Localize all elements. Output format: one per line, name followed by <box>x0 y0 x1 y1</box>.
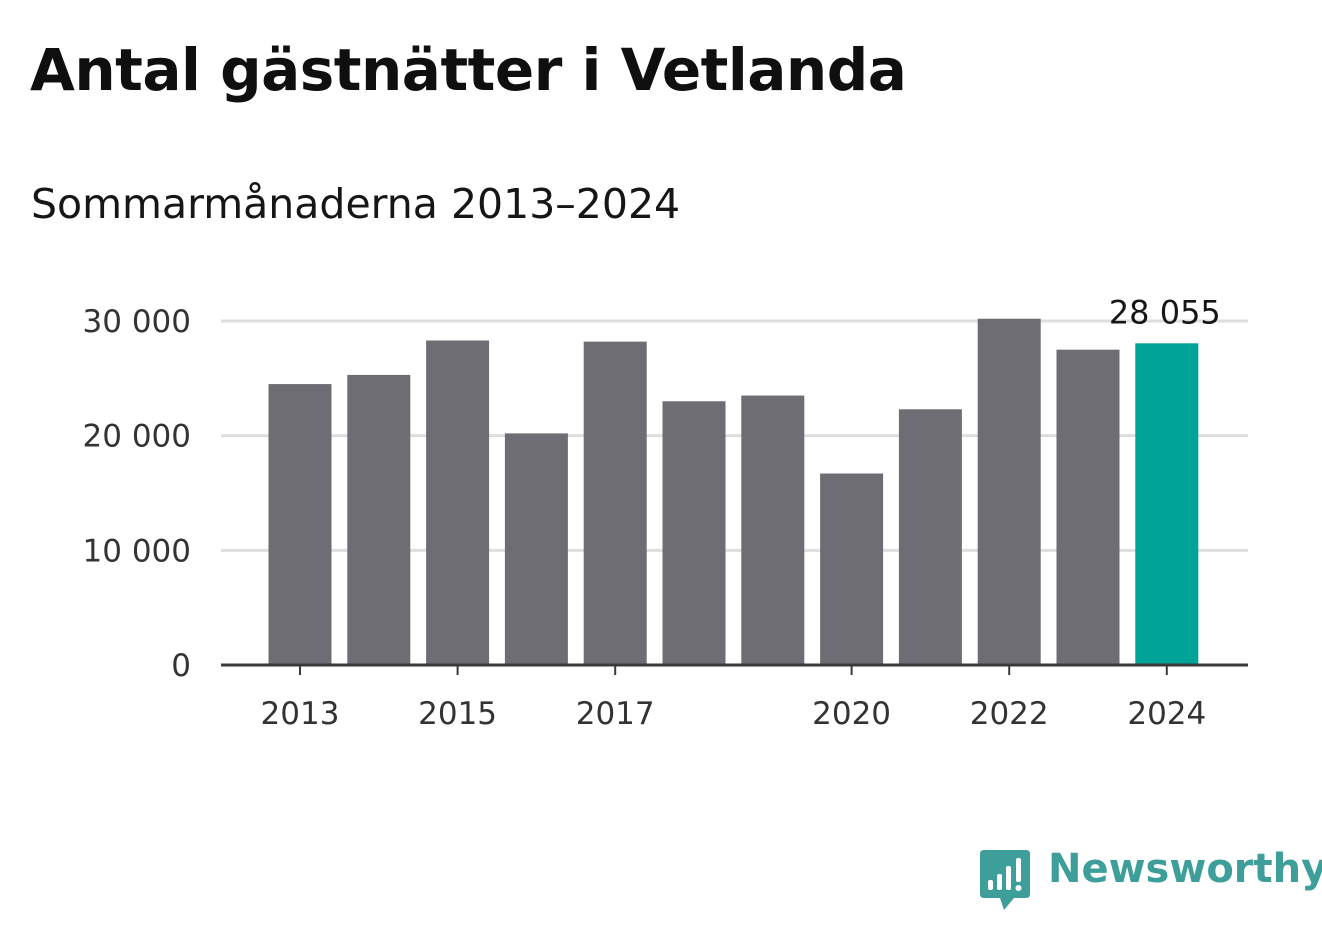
bar-2024 <box>1135 343 1199 665</box>
x-tick-label: 2024 <box>1127 696 1206 732</box>
y-tick-label: 10 000 <box>83 533 191 569</box>
x-tick-label: 2020 <box>812 696 891 732</box>
speech-bubble-bar-chart-icon <box>980 850 1030 910</box>
bars <box>268 318 1199 665</box>
chart-title: Antal gästnätter i Vetlanda <box>30 36 907 104</box>
annotations: 28 055 <box>1109 293 1221 331</box>
bar-2022 <box>977 318 1041 665</box>
bar-2013 <box>268 384 332 665</box>
bar-2021 <box>898 409 962 665</box>
chart-subtitle: Sommarmånaderna 2013–2024 <box>31 180 681 228</box>
x-tick-label: 2017 <box>576 696 655 732</box>
y-tick-label: 0 <box>171 648 191 684</box>
bar-2014 <box>347 374 411 665</box>
x-tick-label: 2015 <box>418 696 497 732</box>
y-axis-labels: 0 10 000 20 000 30 000 <box>83 304 191 684</box>
bar-2016 <box>504 433 568 665</box>
brand-name: Newsworthy <box>1048 846 1322 892</box>
bar-2019 <box>741 395 805 665</box>
y-tick-label: 20 000 <box>83 419 191 455</box>
newsworthy-logo: Newsworthy <box>980 846 1322 912</box>
x-axis: 2013 2015 2017 2020 2022 2024 <box>221 663 1248 732</box>
value-label: 28 055 <box>1109 293 1221 331</box>
bar-2018 <box>662 401 726 665</box>
x-tick-label: 2013 <box>261 696 340 732</box>
y-tick-label: 30 000 <box>83 304 191 340</box>
bar-2023 <box>1056 349 1120 665</box>
bar-2015 <box>426 340 490 665</box>
bar-2020 <box>820 473 884 665</box>
x-tick-label: 2022 <box>970 696 1049 732</box>
bar-2017 <box>583 341 647 665</box>
